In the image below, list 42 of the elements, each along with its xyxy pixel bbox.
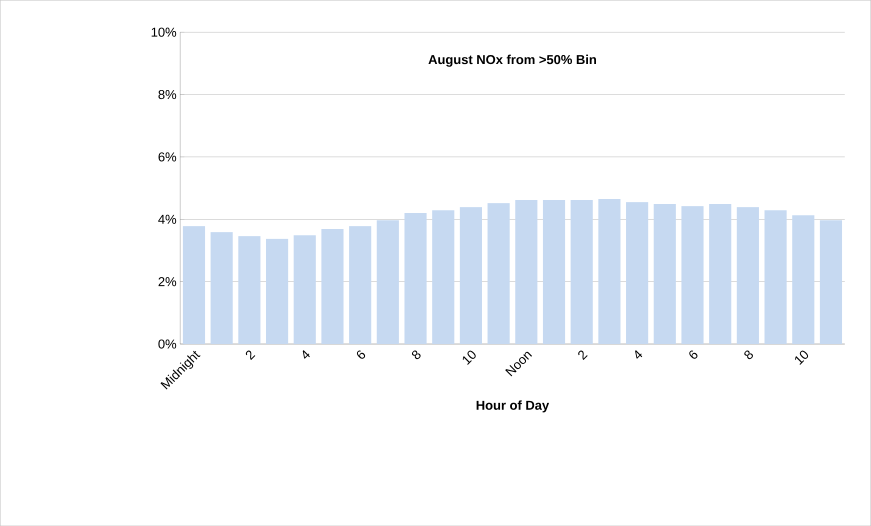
x-tick-label: 2 bbox=[246, 350, 256, 360]
x-tick-label: 6 bbox=[356, 350, 366, 359]
y-tick-label: 0% bbox=[158, 339, 176, 349]
x-axis-title: Hour of Day bbox=[476, 400, 550, 412]
y-tick-label: 8% bbox=[158, 90, 176, 100]
bar bbox=[238, 236, 260, 344]
bar bbox=[404, 212, 427, 344]
x-tick-label: 2 bbox=[578, 350, 588, 360]
x-tick-label: 6 bbox=[689, 350, 698, 359]
x-tick-label: 10 bbox=[462, 350, 476, 365]
x-tick-label: 8 bbox=[744, 350, 753, 360]
bar bbox=[542, 200, 566, 344]
bar bbox=[515, 200, 538, 344]
y-tick-label: 4% bbox=[158, 214, 176, 224]
x-tick-label: 4 bbox=[302, 350, 310, 359]
bar bbox=[294, 235, 316, 344]
bar bbox=[820, 220, 842, 344]
x-tick-label: 10 bbox=[795, 350, 808, 365]
y-tick-label: 2% bbox=[158, 277, 176, 286]
bar bbox=[210, 232, 233, 344]
bar bbox=[460, 207, 482, 344]
bar bbox=[626, 202, 648, 344]
bar bbox=[764, 210, 787, 344]
x-tick-label: 4 bbox=[635, 350, 642, 359]
x-tick-label: 8 bbox=[412, 350, 421, 360]
bar bbox=[349, 226, 372, 344]
text: August NOx from >50% Bin bbox=[428, 54, 596, 67]
bar bbox=[182, 226, 206, 344]
y-tick-label: 6% bbox=[158, 152, 176, 162]
bar bbox=[681, 206, 704, 344]
bar bbox=[570, 200, 593, 344]
bar bbox=[709, 204, 732, 344]
bar bbox=[736, 207, 759, 344]
bar bbox=[266, 238, 288, 344]
bar bbox=[654, 204, 676, 344]
bar bbox=[376, 220, 399, 344]
bar bbox=[598, 198, 620, 344]
bar bbox=[432, 210, 454, 344]
y-tick-label: 10% bbox=[152, 28, 176, 37]
bar bbox=[488, 203, 510, 344]
bar bbox=[321, 228, 344, 344]
bar bbox=[792, 215, 814, 344]
